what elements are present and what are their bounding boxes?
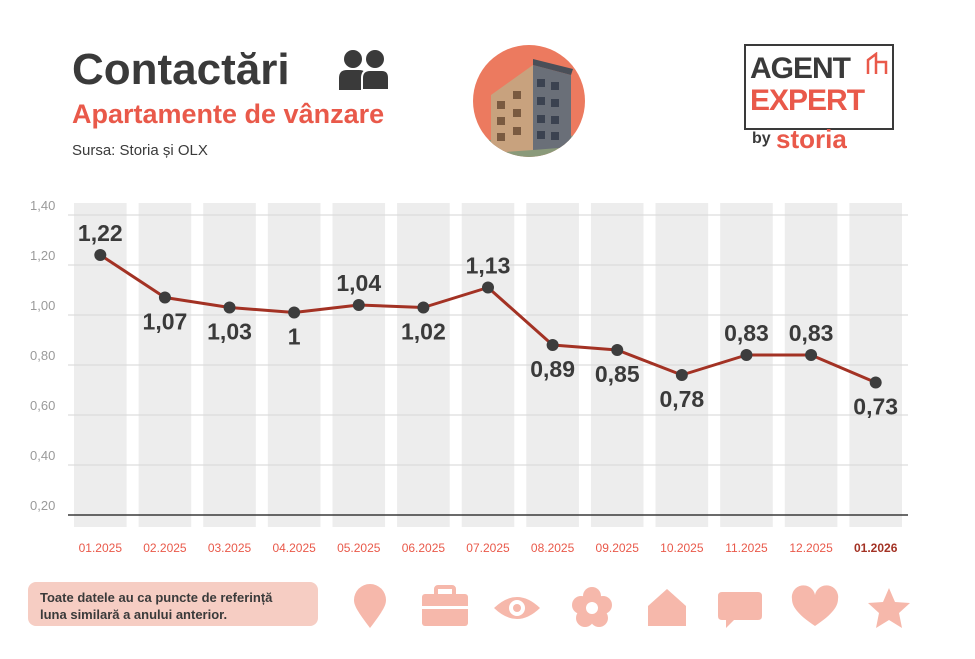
data-label: 0,85 — [595, 361, 640, 387]
data-point — [740, 349, 753, 361]
data-label: 0,83 — [789, 320, 834, 346]
location-pin-icon — [354, 584, 386, 628]
footer-icons — [354, 584, 910, 628]
data-point — [223, 301, 236, 314]
logo-line-expert: EXPERT — [750, 84, 865, 117]
x-tick-label: 11.2025 — [725, 541, 768, 555]
reference-note: Toate datele au ca puncte de referință l… — [28, 582, 318, 626]
flower-icon — [572, 587, 612, 627]
x-tick-label: 03.2025 — [208, 541, 252, 555]
people-icon — [339, 50, 390, 90]
data-label: 1,13 — [466, 253, 511, 279]
x-tick-label: 09.2025 — [596, 541, 640, 555]
x-tick-label: 12.2025 — [789, 541, 833, 555]
data-point — [482, 281, 494, 294]
x-tick-label: 01.2025 — [79, 541, 123, 555]
x-tick-label: 06.2025 — [402, 541, 446, 555]
star-icon — [868, 588, 910, 628]
eye-icon — [494, 597, 540, 619]
chat-bubble-icon — [718, 592, 762, 628]
data-point — [417, 301, 430, 314]
page-title: Contactări — [72, 45, 290, 94]
data-label: 1,03 — [207, 319, 252, 345]
building-photo — [473, 45, 585, 157]
x-tick-label: 05.2025 — [337, 541, 381, 555]
y-tick-label: 0,40 — [30, 448, 55, 463]
logo-by: by — [752, 130, 771, 147]
data-point — [94, 249, 107, 261]
data-label: 0,83 — [724, 320, 769, 346]
data-point — [288, 306, 301, 319]
y-tick-label: 0,80 — [30, 348, 55, 363]
y-tick-label: 1,00 — [30, 298, 55, 313]
house-icon — [648, 589, 686, 626]
logo-building-icon — [866, 52, 888, 74]
x-tick-label: 04.2025 — [272, 541, 316, 555]
logo-frame — [744, 44, 894, 130]
y-tick-label: 1,40 — [30, 198, 55, 213]
source-text: Sursa: Storia și OLX — [72, 142, 208, 159]
y-tick-label: 0,20 — [30, 498, 55, 513]
x-tick-label: 02.2025 — [143, 541, 187, 555]
data-label: 1 — [288, 324, 301, 350]
data-label: 1,02 — [401, 319, 446, 345]
data-point — [869, 376, 882, 389]
data-point — [805, 349, 818, 361]
data-label: 0,73 — [853, 394, 898, 420]
note-line-1: Toate datele au ca puncte de referință — [40, 590, 273, 605]
y-tick-label: 1,20 — [30, 248, 55, 263]
data-point — [546, 339, 559, 351]
agent-expert-logo: AGENT EXPERT by storia — [744, 44, 896, 156]
data-point — [675, 369, 688, 381]
y-tick-label: 0,60 — [30, 398, 55, 413]
x-tick-label: 08.2025 — [531, 541, 575, 555]
logo-line-agent: AGENT — [750, 52, 851, 85]
page-subtitle: Apartamente de vânzare — [72, 99, 385, 129]
x-tick-label: 10.2025 — [660, 541, 704, 555]
data-point — [352, 299, 365, 311]
logo-brand: storia — [776, 124, 847, 154]
data-label: 1,07 — [143, 309, 188, 335]
data-label: 0,78 — [659, 386, 704, 412]
heart-icon — [791, 585, 839, 626]
data-label: 0,89 — [530, 356, 575, 382]
line-chart: 0,20 0,40 0,60 0,80 1,00 1,20 1,40 01.2025 02.20… — [30, 198, 908, 555]
note-line-2: luna similară a anului anterior. — [40, 607, 228, 622]
briefcase-icon — [422, 585, 468, 626]
data-label: 1,04 — [336, 270, 381, 296]
data-point — [611, 344, 624, 356]
x-tick-label: 07.2025 — [466, 541, 510, 555]
x-tick-label: 01.2026 — [854, 541, 898, 555]
data-point — [158, 291, 171, 304]
data-label: 1,22 — [78, 220, 123, 246]
